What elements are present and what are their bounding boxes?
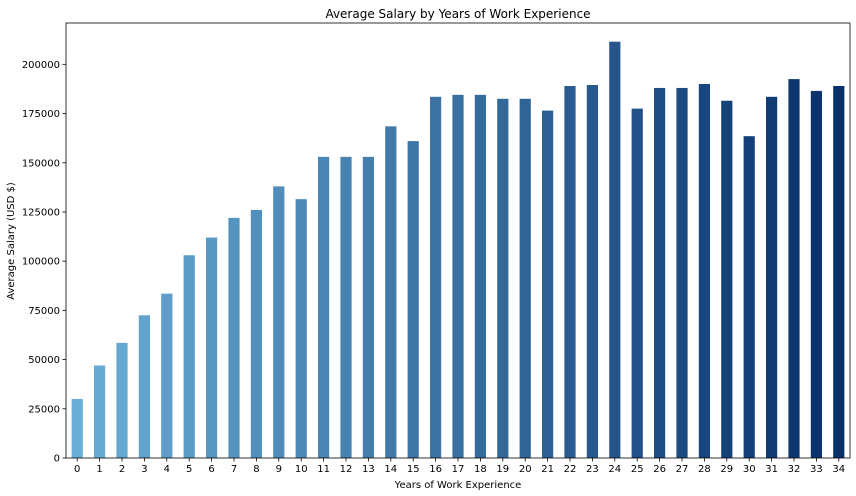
bar-1 [94, 365, 106, 458]
x-tick-label: 11 [317, 464, 330, 475]
bar-33 [810, 90, 822, 458]
x-tick-label: 15 [407, 464, 420, 475]
bar-19 [497, 98, 509, 458]
x-tick-label: 33 [810, 464, 823, 475]
bar-0 [71, 398, 83, 458]
bar-29 [721, 100, 733, 458]
bar-24 [609, 41, 621, 458]
bar-25 [631, 108, 643, 459]
x-tick-label: 26 [653, 464, 666, 475]
x-tick-label: 2 [119, 464, 125, 475]
y-tick-label: 125000 [22, 207, 60, 218]
x-axis: 0 1 2 3 4 5 6 7 8 9 10 11 12 13 14 15 16 17 18 19 20 21 22 23 24… [74, 458, 845, 475]
bar-17 [452, 94, 464, 458]
y-tick-label: 100000 [22, 257, 60, 268]
x-tick-label: 32 [788, 464, 801, 475]
x-tick-label: 14 [384, 464, 397, 475]
x-tick-label: 31 [765, 464, 778, 475]
bar-6 [206, 237, 218, 458]
y-axis-label: Average Salary (USD $) [6, 182, 17, 300]
bars-group [71, 41, 845, 459]
chart-title: Average Salary by Years of Work Experien… [325, 7, 590, 21]
bar-4 [161, 293, 173, 458]
bar-23 [586, 85, 598, 458]
bar-26 [654, 87, 666, 458]
x-tick-label: 28 [698, 464, 711, 475]
plot-frame [65, 22, 851, 459]
bar-13 [362, 156, 374, 458]
x-tick-label: 18 [474, 464, 487, 475]
bar-22 [564, 85, 576, 459]
y-tick-label: 175000 [22, 109, 60, 120]
x-tick-label: 3 [141, 464, 147, 475]
bar-14 [385, 126, 397, 458]
x-tick-label: 24 [608, 464, 621, 475]
bar-2 [116, 342, 128, 458]
y-tick-label: 0 [54, 454, 60, 465]
x-tick-label: 7 [231, 464, 237, 475]
x-tick-label: 19 [496, 464, 509, 475]
x-tick-label: 23 [586, 464, 599, 475]
x-tick-label: 16 [429, 464, 442, 475]
x-tick-label: 20 [519, 464, 532, 475]
x-tick-label: 17 [452, 464, 465, 475]
bar-10 [295, 199, 307, 459]
x-tick-label: 22 [564, 464, 577, 475]
bar-9 [273, 186, 285, 458]
y-tick-label: 200000 [22, 60, 60, 71]
bar-27 [676, 87, 688, 458]
bar-5 [183, 255, 195, 458]
x-tick-label: 25 [631, 464, 644, 475]
bar-18 [474, 94, 486, 458]
x-tick-label: 10 [295, 464, 308, 475]
y-tick-label: 75000 [28, 306, 60, 317]
x-tick-label: 6 [208, 464, 214, 475]
bar-16 [430, 96, 442, 458]
x-tick-label: 27 [676, 464, 689, 475]
y-axis: 0 25000 50000 75000 100000 125000 150000 175000… [22, 60, 66, 465]
x-tick-label: 13 [362, 464, 375, 475]
bar-12 [340, 156, 352, 458]
x-tick-label: 21 [541, 464, 554, 475]
bar-11 [318, 156, 330, 458]
bar-21 [542, 110, 554, 458]
bar-34 [833, 85, 845, 459]
bar-3 [138, 315, 150, 458]
y-tick-label: 50000 [28, 355, 60, 366]
x-tick-label: 29 [720, 464, 733, 475]
bar-15 [407, 141, 419, 458]
x-tick-label: 1 [96, 464, 102, 475]
x-tick-label: 8 [253, 464, 259, 475]
bar-8 [250, 209, 262, 458]
x-tick-label: 9 [276, 464, 282, 475]
bar-20 [519, 98, 531, 458]
y-tick-label: 25000 [28, 404, 60, 415]
bar-7 [228, 217, 240, 458]
x-tick-label: 0 [74, 464, 80, 475]
x-axis-label: Years of Work Experience [394, 480, 522, 491]
bar-31 [766, 96, 778, 458]
bar-30 [743, 136, 755, 458]
x-tick-label: 34 [832, 464, 845, 475]
bar-32 [788, 79, 800, 458]
x-tick-label: 4 [164, 464, 170, 475]
x-tick-label: 12 [340, 464, 353, 475]
x-tick-label: 5 [186, 464, 192, 475]
y-tick-label: 150000 [22, 158, 60, 169]
bar-28 [698, 84, 710, 459]
x-tick-label: 30 [743, 464, 756, 475]
